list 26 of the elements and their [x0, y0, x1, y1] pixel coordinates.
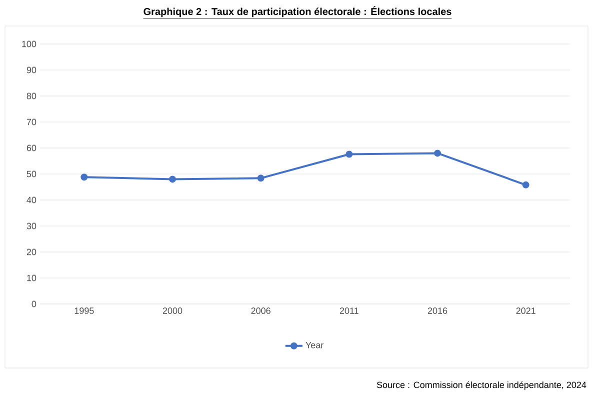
point — [522, 181, 530, 188]
y-tick-label: 50 — [26, 170, 36, 178]
x-tick-label: 2021 — [516, 308, 536, 314]
y-tick-label: 90 — [26, 66, 36, 74]
y-tick-label: 0 — [32, 300, 36, 308]
y-tick-label: 60 — [26, 144, 36, 152]
y-tick-label: 70 — [26, 118, 36, 126]
x-tick-label: 1995 — [74, 308, 94, 314]
point — [257, 174, 264, 182]
x-tick-label: 2016 — [428, 308, 448, 314]
x-tick-label: 2006 — [251, 308, 270, 314]
source-note: Source : Commission électorale indépendante, 2024 — [376, 381, 586, 390]
x-tick-label: 2000 — [162, 308, 182, 314]
point — [80, 174, 88, 181]
x-tick-label: 2011 — [340, 308, 358, 314]
legend-label: Year — [306, 342, 324, 348]
point — [346, 150, 353, 158]
chart-title: Graphique 2 : Taux de participation électorale : Élections locales — [144, 6, 452, 18]
y-tick-label: 100 — [22, 40, 36, 48]
y-tick-label: 30 — [26, 222, 36, 230]
y-tick-label: 40 — [26, 196, 36, 204]
y-tick-label: 10 — [27, 274, 36, 282]
y-tick-label: 80 — [26, 92, 36, 100]
y-tick-label: 20 — [26, 248, 36, 256]
point — [169, 176, 176, 183]
point — [434, 150, 441, 157]
